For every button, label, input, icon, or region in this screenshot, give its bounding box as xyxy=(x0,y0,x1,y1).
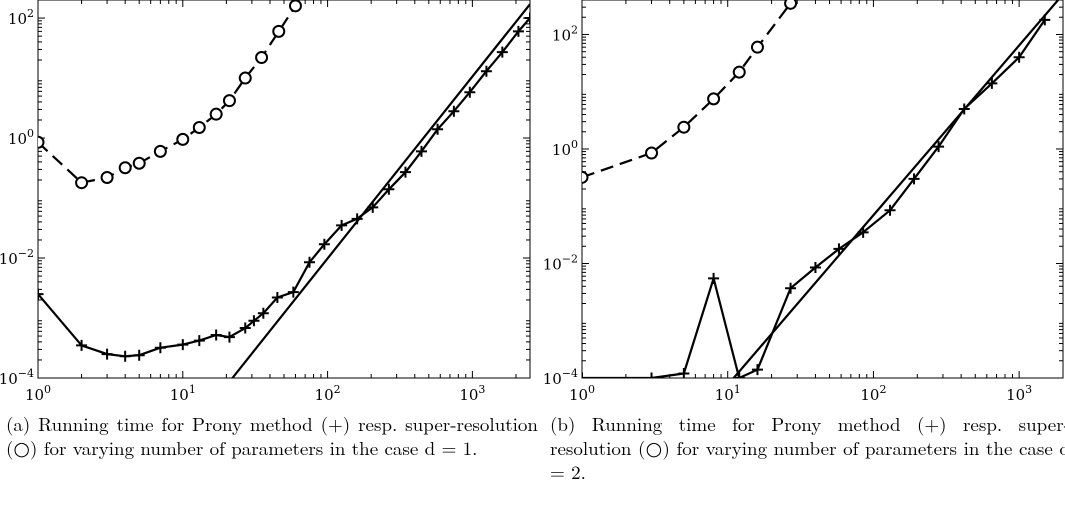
data-point-plus xyxy=(287,286,299,298)
data-point-plus xyxy=(708,272,720,284)
caption-a-text: (a) Running time for Prony method (+) re… xyxy=(6,410,538,461)
chart-panel-b: 100 101 102 103 10−4 10−2 100 102 xyxy=(543,0,1064,404)
data-point-plus xyxy=(257,307,269,319)
data-point-plus xyxy=(336,219,348,231)
y-tick-label: 100 xyxy=(8,127,34,148)
data-point-circle xyxy=(100,170,114,184)
data-point-circle xyxy=(118,161,132,175)
data-point-plus xyxy=(908,173,920,185)
data-point-circle xyxy=(750,40,764,54)
data-point-circle xyxy=(645,146,659,160)
data-point-circle xyxy=(153,144,167,158)
data-point-plus xyxy=(432,123,444,135)
data-point-circle xyxy=(238,71,252,85)
data-point-plus xyxy=(248,315,260,327)
data-point-plus xyxy=(884,204,896,216)
data-point-plus xyxy=(1013,51,1025,63)
reference-line xyxy=(231,3,530,378)
x-tick-label: 101 xyxy=(715,383,741,404)
data-point-plus xyxy=(76,339,88,351)
series-super-resolution-line xyxy=(38,5,297,184)
data-point-plus xyxy=(809,262,821,274)
caption-b: (b) Running time for Prony method (+) re… xyxy=(550,412,1065,484)
data-point-circle xyxy=(75,176,89,190)
plot-area xyxy=(582,0,1059,378)
data-point-circle xyxy=(582,170,589,184)
data-point-plus xyxy=(415,145,427,157)
data-point-plus xyxy=(177,339,189,351)
x-tick-label: 103 xyxy=(459,383,485,404)
data-point-plus xyxy=(399,166,411,178)
y-tick-label: 10−2 xyxy=(0,247,34,268)
data-point-plus xyxy=(646,372,658,378)
data-point-plus xyxy=(480,65,492,77)
y-tick-label: 10−4 xyxy=(0,367,34,388)
data-point-circle xyxy=(288,0,302,13)
data-point-plus xyxy=(464,86,476,98)
data-point-plus xyxy=(524,12,530,24)
data-point-plus xyxy=(119,350,131,362)
data-point-plus xyxy=(101,348,113,360)
data-point-plus xyxy=(193,335,205,347)
data-point-circle xyxy=(192,120,206,134)
data-point-plus xyxy=(133,349,145,361)
data-point-plus xyxy=(833,243,845,255)
y-tick-label: 100 xyxy=(552,138,578,159)
data-point-plus xyxy=(210,329,222,341)
data-point-plus xyxy=(239,322,251,334)
data-point-plus xyxy=(582,372,588,378)
data-point-circle xyxy=(209,107,223,121)
data-point-plus xyxy=(448,105,460,117)
data-point-plus xyxy=(512,25,524,37)
data-point-circle xyxy=(176,132,190,146)
series-super-resolution-line xyxy=(582,2,792,179)
data-point-plus xyxy=(751,364,763,376)
data-point-plus xyxy=(496,46,508,58)
series-prony-line xyxy=(38,17,530,358)
data-point-circle xyxy=(255,51,269,65)
data-point-circle xyxy=(677,120,691,134)
y-tick-label: 10−4 xyxy=(543,367,578,388)
x-tick-label: 102 xyxy=(860,383,886,404)
data-point-plus xyxy=(271,291,283,303)
data-point-plus xyxy=(154,342,166,354)
reference-line xyxy=(732,0,1059,378)
data-point-plus xyxy=(933,141,945,153)
data-point-plus xyxy=(986,77,998,89)
data-point-plus xyxy=(38,288,44,300)
chart-panel-a: 100 101 102 103 10−4 10−2 100 102 xyxy=(0,0,531,404)
data-point-plus xyxy=(223,331,235,343)
y-tick-label: 102 xyxy=(8,7,34,28)
data-point-plus xyxy=(303,256,315,268)
plot-frame xyxy=(37,0,531,379)
x-tick-label: 102 xyxy=(315,383,341,404)
plot-area xyxy=(38,0,530,378)
data-point-circle xyxy=(222,94,236,108)
plot-frame xyxy=(581,0,1064,379)
y-tick-label: 10−2 xyxy=(543,252,578,273)
x-tick-label: 101 xyxy=(170,383,196,404)
x-tick-label: 100 xyxy=(569,383,595,404)
data-point-plus xyxy=(678,367,690,378)
data-point-circle xyxy=(38,135,45,149)
x-tick-label: 103 xyxy=(1006,383,1032,404)
caption-a: (a) Running time for Prony method (+) re… xyxy=(6,412,538,460)
caption-b-text: (b) Running time for Prony method (+) re… xyxy=(550,410,1065,485)
data-point-plus xyxy=(318,238,330,250)
data-point-circle xyxy=(784,0,798,10)
y-tick-label: 102 xyxy=(552,23,578,44)
series-prony-line xyxy=(582,19,1046,378)
x-tick-label: 100 xyxy=(25,383,51,404)
data-point-circle xyxy=(732,65,746,79)
data-point-circle xyxy=(707,92,721,106)
data-point-plus xyxy=(785,282,797,294)
data-point-circle xyxy=(272,24,286,38)
data-point-circle xyxy=(132,156,146,170)
data-point-plus xyxy=(383,183,395,195)
data-point-plus xyxy=(733,372,745,378)
